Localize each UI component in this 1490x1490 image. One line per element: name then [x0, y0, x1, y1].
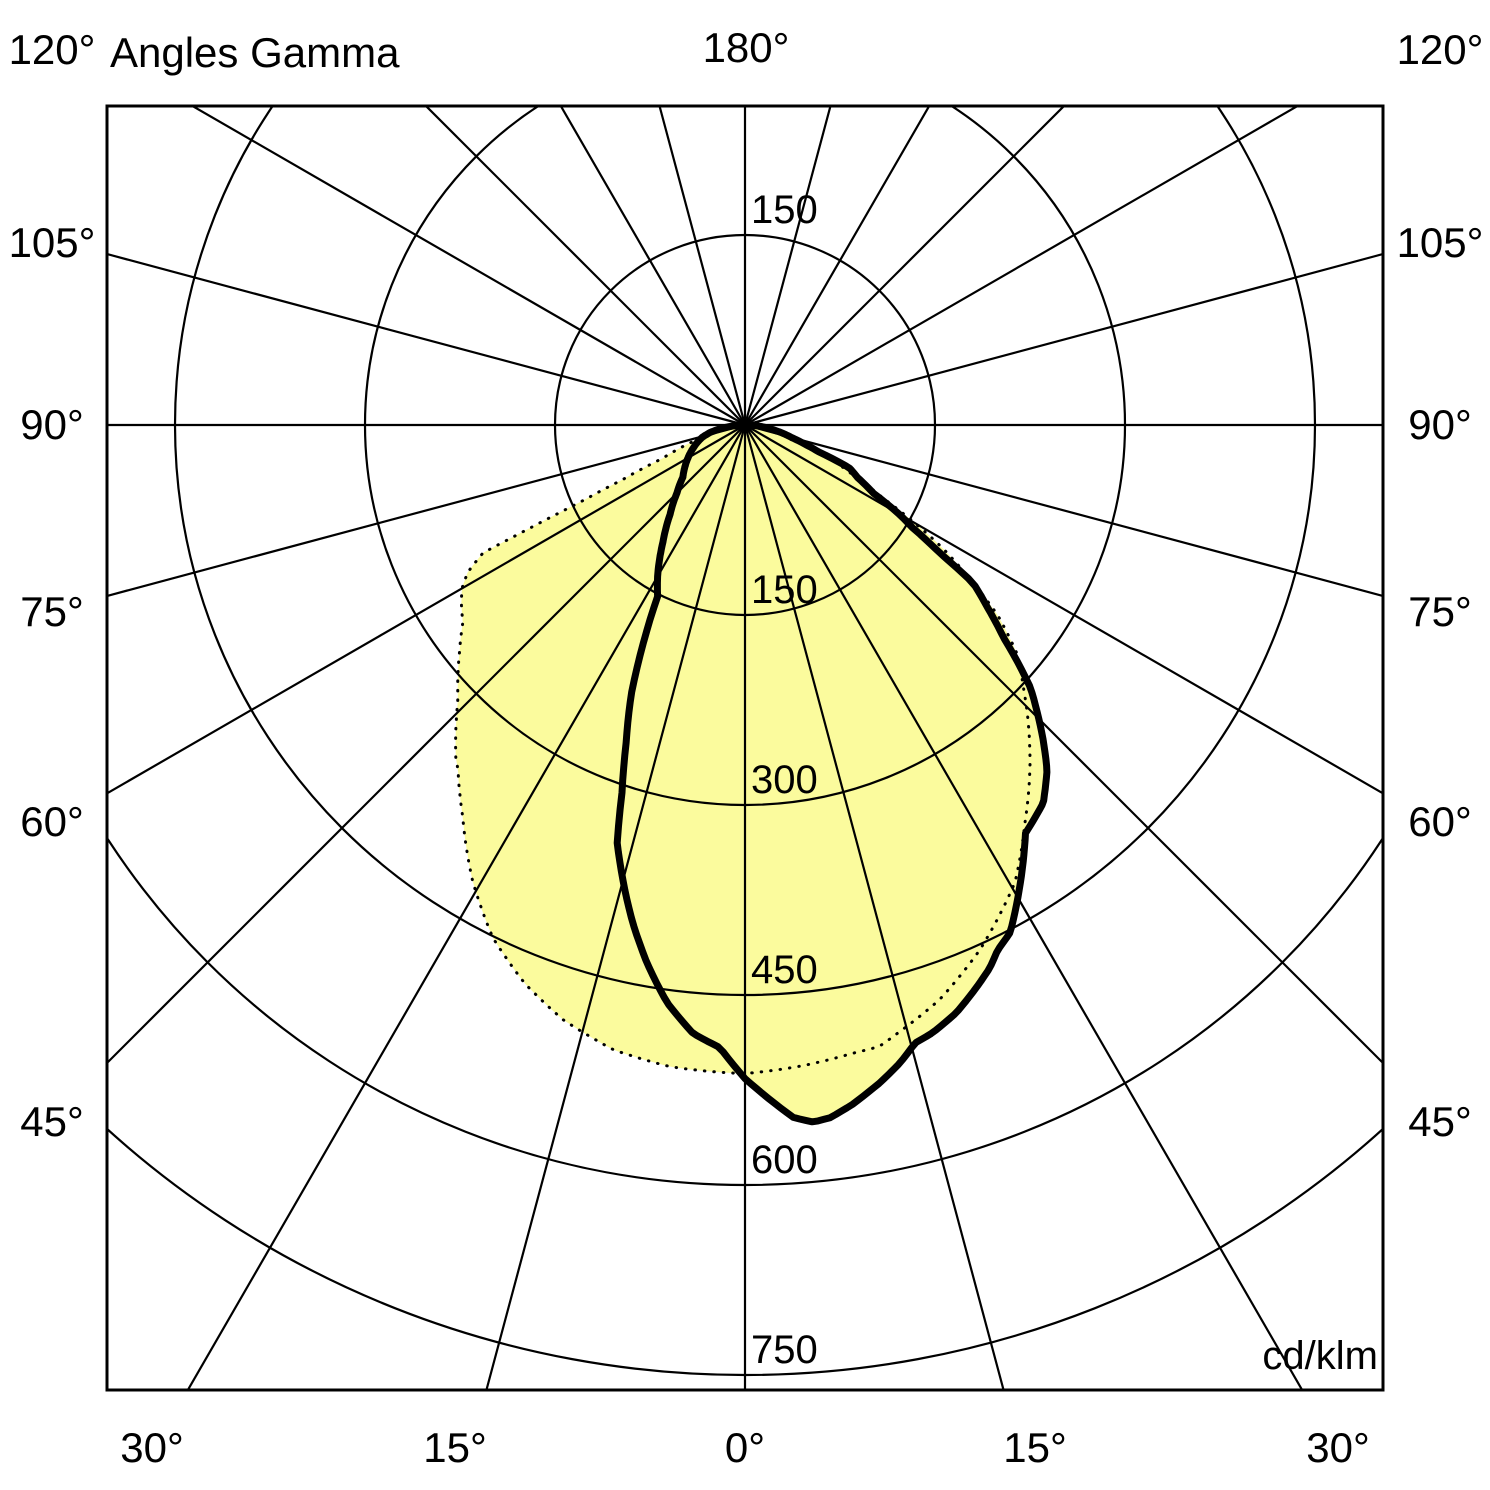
grid-radial-60: [744, 424, 1383, 795]
plot-border: [105, 104, 1385, 1392]
unit-label: cd/klm: [1262, 1334, 1378, 1378]
gamma-label-bottom-1: 15°: [423, 1424, 487, 1471]
grid-radial-165: [743, 106, 832, 426]
grid-radial-135: [744, 106, 1066, 426]
gamma-label-right-90: 90°: [1408, 401, 1472, 448]
ring-value-label-top-150: 150: [751, 188, 818, 232]
grid-radial-285: [107, 423, 746, 598]
grid-radial-120: [744, 106, 1300, 426]
grid-radial-255: [107, 252, 746, 427]
gamma-label-left-120: 120°: [8, 26, 96, 73]
gamma-label-bottom-2: 0°: [724, 1424, 766, 1471]
gamma-label-left-45: 45°: [20, 1098, 84, 1145]
gamma-label-right-105: 105°: [1396, 219, 1484, 266]
gamma-label-left-60: 60°: [20, 798, 84, 845]
grid-radial-345: [485, 424, 747, 1390]
grid-radial-105: [744, 252, 1383, 427]
intensity-fill-region: [455, 425, 1047, 1122]
grid-radial-210: [559, 106, 746, 426]
gamma-label-bottom-0: 30°: [120, 1424, 184, 1471]
grid-radial-30: [744, 424, 1304, 1390]
gamma-label-right-75: 75°: [1408, 588, 1472, 635]
gamma-label-right-120: 120°: [1396, 26, 1484, 73]
gamma-label-left-105: 105°: [8, 219, 96, 266]
grid-radial-15: [743, 424, 1005, 1390]
gamma-label-left-90: 90°: [20, 401, 84, 448]
grid-radial-150: [744, 106, 931, 426]
ring-value-label-300: 300: [751, 758, 818, 802]
ring-value-label-600: 600: [751, 1138, 818, 1182]
gamma-label-left-75: 75°: [20, 588, 84, 635]
polar-origin-dot: [738, 418, 752, 432]
grid-radial-225: [424, 106, 746, 426]
gamma-label-right-45: 45°: [1408, 1098, 1472, 1145]
gamma-label-bottom-3: 15°: [1003, 1424, 1067, 1471]
gamma-label-right-60: 60°: [1408, 798, 1472, 845]
ring-value-label-750: 750: [751, 1328, 818, 1372]
ring-value-label-150: 150: [751, 568, 818, 612]
ring-value-label-450: 450: [751, 948, 818, 992]
chart-title: Angles Gamma: [110, 29, 400, 76]
gamma-180-label: 180°: [702, 24, 790, 71]
gamma-label-bottom-4: 30°: [1306, 1424, 1370, 1471]
curve-solid-plane: [613, 421, 1051, 1126]
grid-radial-315: [107, 424, 746, 1065]
grid-radial-45: [744, 424, 1383, 1065]
grid-radial-300: [107, 424, 746, 795]
grid-radial-75: [744, 423, 1383, 598]
grid-radial-195: [658, 106, 747, 426]
grid-radial-330: [186, 424, 746, 1390]
grid-radial-240: [190, 106, 746, 426]
